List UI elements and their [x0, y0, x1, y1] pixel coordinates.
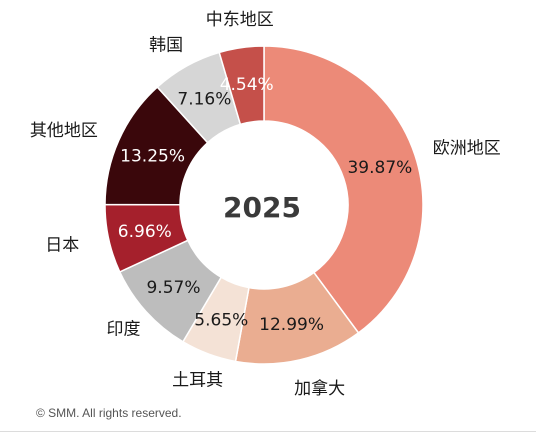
- slice-category-label-1: 欧洲地区: [433, 138, 501, 158]
- slice-value-label-2: 12.99%: [259, 315, 324, 335]
- slice-category-label-3: 土耳其: [172, 370, 223, 390]
- slice-value-label-8: 4.54%: [220, 75, 274, 95]
- copyright-notice: © SMM. All rights reserved.: [36, 406, 182, 420]
- slice-value-label-3: 5.65%: [194, 310, 248, 330]
- slice-category-label-2: 加拿大: [294, 378, 345, 399]
- slice-value-label-7: 7.16%: [177, 90, 231, 110]
- slice-category-label-5: 日本: [45, 235, 79, 255]
- slice-value-label-4: 9.57%: [146, 278, 200, 298]
- slice-value-label-5: 6.96%: [118, 222, 172, 242]
- slice-category-label-4: 印度: [107, 319, 141, 339]
- donut-slices: [104, 45, 424, 365]
- center-year-label: 2025: [223, 191, 301, 224]
- slice-category-label-6: 其他地区: [30, 121, 98, 141]
- slice-1: [263, 45, 424, 334]
- slice-value-label-1: 39.87%: [347, 158, 412, 178]
- slice-category-label-7: 韩国: [149, 35, 183, 55]
- slice-8: [218, 45, 265, 126]
- donut-value-labels: 39.87% 12.99% 5.65% 9.57% 6.96% 13.25% 7.16%4.…: [118, 75, 413, 335]
- slice-value-label-6: 13.25%: [120, 146, 185, 166]
- slice-category-label-8: 中东地区: [206, 10, 274, 30]
- bottom-divider: [0, 431, 536, 432]
